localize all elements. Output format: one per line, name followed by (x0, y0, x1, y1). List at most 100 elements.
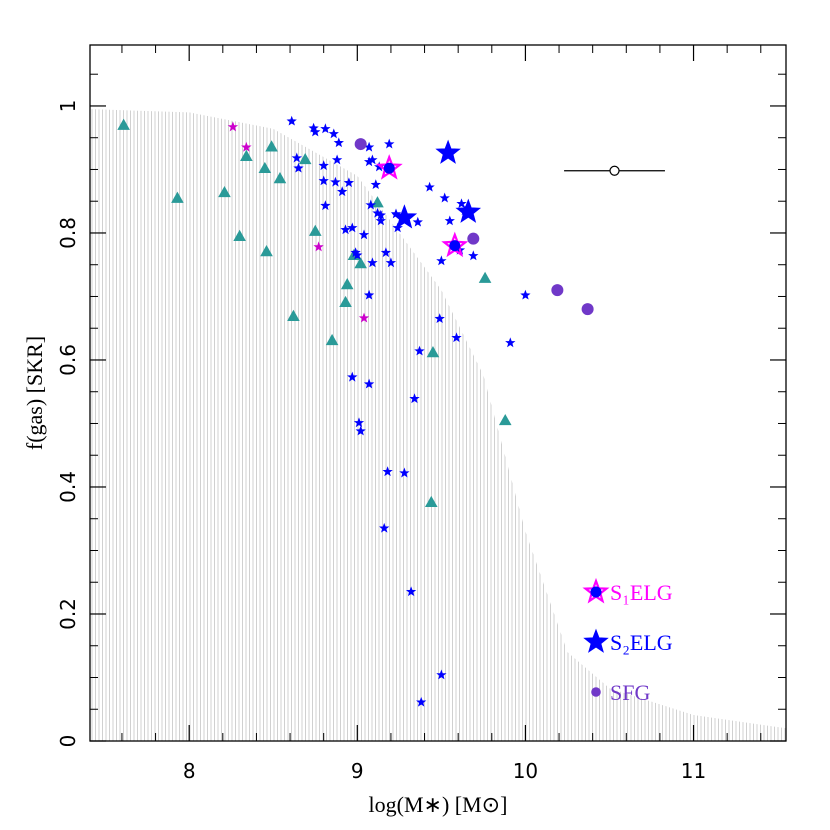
star-marker (291, 152, 302, 163)
triangle-marker (498, 413, 512, 426)
triangle-marker (265, 140, 278, 152)
star-marker (331, 154, 343, 165)
star-marker (318, 175, 329, 186)
star-marker (405, 586, 417, 597)
star-marker (414, 345, 425, 356)
star-marker (227, 121, 239, 132)
star-marker (313, 241, 324, 252)
star-marker (436, 255, 447, 266)
star-marker (347, 222, 358, 233)
star-marker (520, 289, 531, 300)
star-marker (320, 123, 331, 134)
star-marker (293, 162, 304, 173)
star-marker (310, 126, 321, 137)
circle-marker (551, 284, 564, 297)
star-marker (363, 156, 375, 167)
y-tick-label: 0.2 (56, 598, 80, 630)
y-tick-label: 0.8 (56, 217, 80, 249)
star-marker (424, 181, 435, 192)
star-marker (340, 224, 351, 235)
triangle-marker (218, 185, 231, 198)
star-center (449, 240, 461, 252)
star-marker (436, 669, 447, 680)
star-marker (330, 176, 341, 187)
star-marker (363, 378, 375, 389)
frame (89, 44, 787, 742)
triangle-marker (339, 295, 352, 308)
triangle-marker (426, 345, 440, 358)
y-axis-label: f(gas) [SKR] (22, 336, 47, 450)
star-marker (375, 215, 386, 226)
star-dot-marker (582, 577, 610, 604)
triangle-marker (424, 495, 438, 508)
triangle-marker (171, 191, 184, 203)
star-marker (444, 215, 455, 226)
star-marker (355, 425, 366, 436)
legend-label: SFG (610, 680, 650, 705)
star-marker (468, 250, 479, 261)
star-marker (416, 696, 427, 707)
triangle-marker (308, 224, 322, 236)
star-marker (358, 312, 370, 323)
star-center (383, 162, 395, 174)
star-marker (358, 229, 370, 240)
circle-marker (354, 138, 367, 151)
star-marker (382, 466, 393, 477)
star-marker (308, 122, 319, 133)
y-tick-label: 0.4 (56, 471, 80, 503)
triangle-marker (478, 271, 492, 283)
star-marker (583, 628, 609, 653)
star-marker (409, 393, 420, 404)
triangle-marker (325, 333, 339, 346)
star-marker (286, 115, 297, 126)
circle-marker (591, 687, 601, 697)
star-marker (384, 138, 395, 149)
star-marker (505, 337, 516, 348)
y-tick-label: 1 (56, 100, 80, 113)
star-marker (385, 257, 397, 268)
star-marker (320, 200, 331, 211)
star-marker (379, 522, 390, 533)
star-marker (455, 198, 482, 223)
star-marker (353, 417, 365, 428)
star-marker (434, 313, 445, 324)
star-marker (347, 371, 358, 382)
triangle-marker (354, 257, 367, 269)
triangle-marker (258, 161, 272, 174)
triangle-marker (233, 229, 246, 241)
star-marker (370, 179, 381, 190)
x-tick-label: 8 (183, 759, 196, 783)
x-tick-label: 9 (351, 759, 364, 783)
star-marker (365, 199, 377, 210)
star-marker (399, 467, 410, 478)
star-marker (439, 192, 450, 203)
triangle-marker (298, 152, 312, 165)
shaded-band (90, 109, 786, 741)
star-dot-marker (375, 154, 403, 180)
star-marker (328, 128, 339, 139)
triangle-marker (340, 278, 354, 290)
plot-area (90, 109, 786, 741)
triangle-marker (287, 309, 300, 321)
star-marker (412, 216, 423, 227)
triangle-marker (240, 149, 253, 161)
error-bar-point (609, 165, 620, 176)
star-marker (318, 160, 329, 171)
axes: 8 9 10 11 0 0.2 0.4 0.6 0.8 1 S₁ELG S₂ELG SFG (56, 44, 787, 783)
triangle-marker (117, 118, 130, 130)
star-marker (367, 257, 378, 268)
star-dot-marker (441, 231, 469, 258)
triangle-marker (273, 171, 287, 184)
star-marker (337, 186, 348, 197)
star-center (590, 586, 602, 598)
x-tick-label: 10 (513, 759, 538, 783)
star-marker (343, 177, 355, 188)
star-marker (380, 247, 392, 258)
y-tick-label: 0 (56, 735, 80, 748)
star-marker (456, 198, 467, 209)
star-marker (451, 332, 462, 343)
star-marker (241, 141, 252, 152)
y-tick-label: 0.6 (56, 344, 80, 376)
